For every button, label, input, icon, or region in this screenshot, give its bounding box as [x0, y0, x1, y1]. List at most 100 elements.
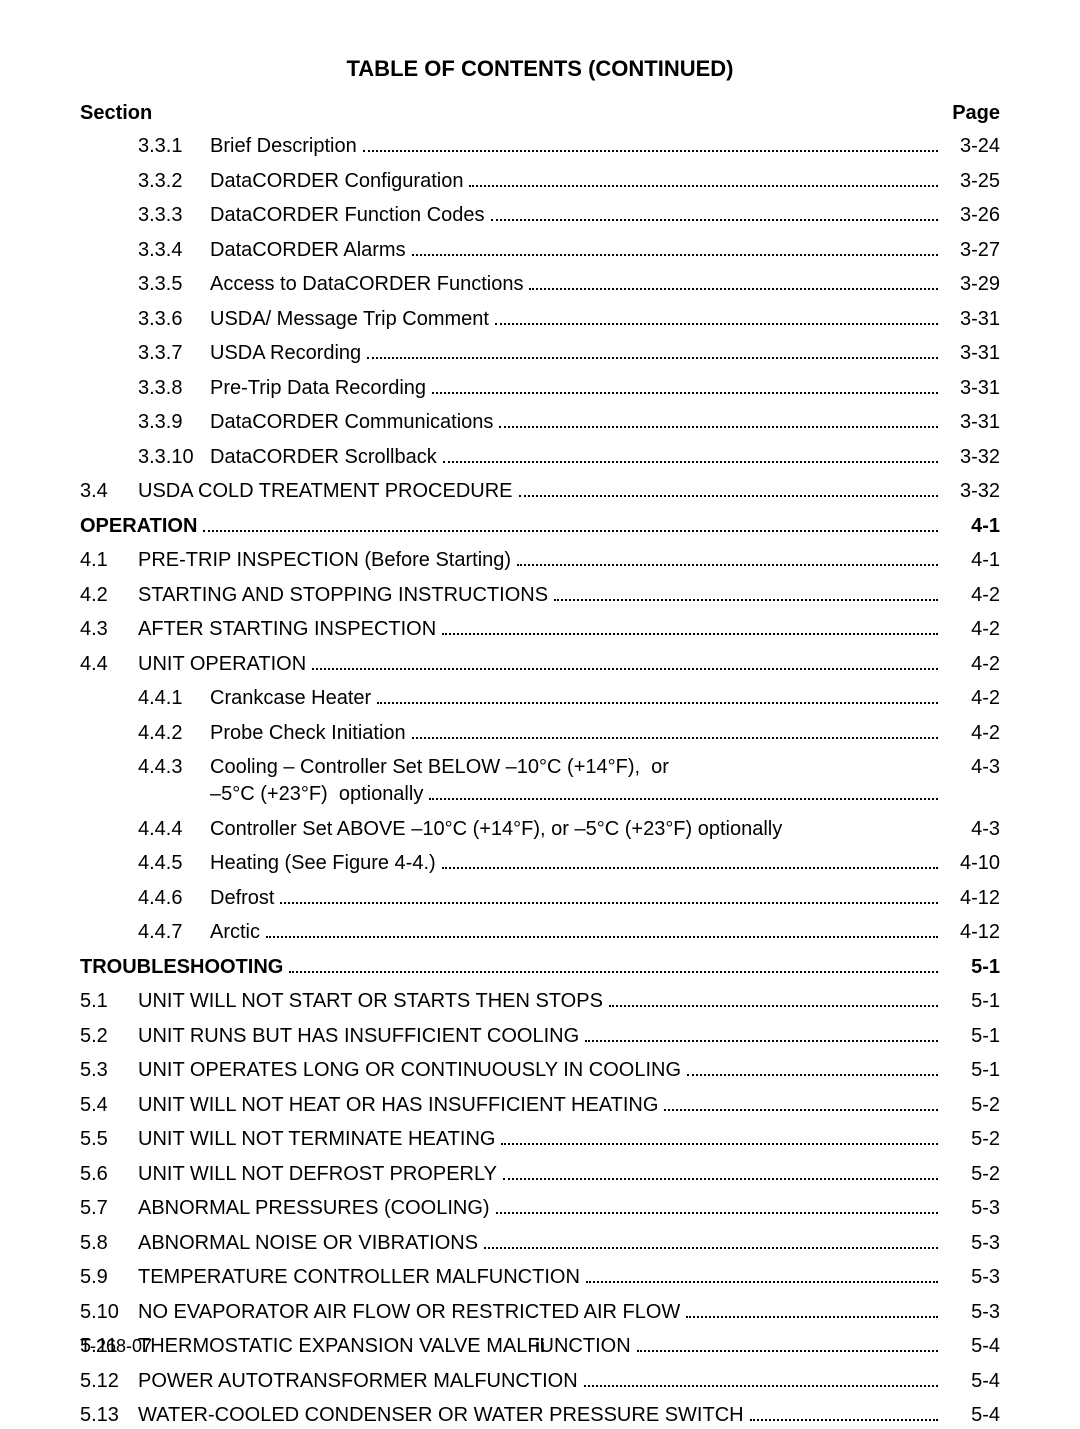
toc-section-number: 5.4 — [80, 1092, 138, 1119]
toc-page-number: 4-12 — [944, 885, 1000, 912]
leader-dots — [750, 1405, 938, 1421]
toc-title: Cooling – Controller Set BELOW –10°C (+1… — [210, 754, 944, 808]
toc-subsection-number: 3.3.5 — [138, 271, 210, 298]
leader-dots — [203, 516, 938, 532]
page: TABLE OF CONTENTS (CONTINUED) Section Pa… — [0, 0, 1080, 1397]
toc-title: UNIT WILL NOT HEAT OR HAS INSUFFICIENT H… — [138, 1092, 658, 1119]
leader-dots — [499, 412, 938, 428]
leader-dots — [429, 784, 938, 800]
toc-row: 4.4.6Defrost4-12 — [80, 885, 1000, 912]
toc-title: Probe Check Initiation — [210, 720, 406, 747]
toc-subsection-number: 3.3.2 — [138, 168, 210, 195]
toc-section-number: 4.2 — [80, 582, 138, 609]
toc-page-number: 5-3 — [944, 1195, 1000, 1222]
toc-title: UNIT OPERATES LONG OR CONTINUOUSLY IN CO… — [138, 1057, 681, 1084]
toc-subsection-number: 3.3.6 — [138, 306, 210, 333]
toc-page-number: 5-2 — [944, 1161, 1000, 1188]
leader-dots — [412, 723, 938, 739]
toc-title: Access to DataCORDER Functions — [210, 271, 523, 298]
toc-row: 5.1UNIT WILL NOT START OR STARTS THEN ST… — [80, 988, 1000, 1015]
toc-title: ABNORMAL NOISE OR VIBRATIONS — [138, 1230, 478, 1257]
toc-page-number: 3-26 — [944, 202, 1000, 229]
toc-row: 5.4UNIT WILL NOT HEAT OR HAS INSUFFICIEN… — [80, 1092, 1000, 1119]
toc-row: 4.3AFTER STARTING INSPECTION 4-2 — [80, 616, 1000, 643]
leader-dots — [484, 1233, 938, 1249]
toc-page-number: 5-1 — [944, 954, 1000, 981]
toc-section-number: 5.12 — [80, 1368, 138, 1395]
toc-title: DataCORDER Configuration — [210, 168, 463, 195]
toc-title: UNIT WILL NOT START OR STARTS THEN STOPS — [138, 988, 603, 1015]
toc-row: 4.4.5Heating (See Figure 4-4.)4-10 — [80, 850, 1000, 877]
toc-row: 5.5UNIT WILL NOT TERMINATE HEATING5-2 — [80, 1126, 1000, 1153]
leader-dots — [585, 1026, 938, 1042]
leader-dots — [686, 1302, 938, 1318]
toc-row: 4.4.1Crankcase Heater4-2 — [80, 685, 1000, 712]
toc-title: ABNORMAL PRESSURES (COOLING) — [138, 1195, 490, 1222]
toc-row: 5.2UNIT RUNS BUT HAS INSUFFICIENT COOLIN… — [80, 1023, 1000, 1050]
toc-title-line2: –5°C (+23°F) optionally — [210, 781, 423, 808]
toc-page-number: 4-2 — [944, 582, 1000, 609]
toc-page-number: 3-25 — [944, 168, 1000, 195]
toc-subsection-number: 4.4.4 — [138, 816, 210, 843]
toc-row: 3.3.10DataCORDER Scrollback 3-32 — [80, 444, 1000, 471]
toc-page-number: 3-32 — [944, 444, 1000, 471]
toc-page-number: 3-31 — [944, 375, 1000, 402]
footer: T-268-07 ii — [80, 1336, 1000, 1357]
toc-subsection-number: 3.3.8 — [138, 375, 210, 402]
toc-section-number: 5.9 — [80, 1264, 138, 1291]
toc-title: DataCORDER Scrollback — [210, 444, 437, 471]
toc-title: UNIT RUNS BUT HAS INSUFFICIENT COOLING — [138, 1023, 579, 1050]
toc-row: 3.3.8Pre-Trip Data Recording3-31 — [80, 375, 1000, 402]
leader-dots — [496, 1198, 938, 1214]
leader-dots — [687, 1060, 938, 1076]
toc-section-number: 5.8 — [80, 1230, 138, 1257]
toc-row: 4.4.7Arctic4-12 — [80, 919, 1000, 946]
toc-row: 4.4UNIT OPERATION4-2 — [80, 651, 1000, 678]
toc-title: AFTER STARTING INSPECTION — [138, 616, 436, 643]
leader-dots — [529, 274, 938, 290]
leader-dots — [519, 481, 938, 497]
toc-title: WATER-COOLED CONDENSER OR WATER PRESSURE… — [138, 1402, 744, 1429]
toc-page-number: 3-24 — [944, 133, 1000, 160]
leader-dots — [367, 343, 938, 359]
toc-row: 5.12POWER AUTOTRANSFORMER MALFUNCTION5-4 — [80, 1368, 1000, 1395]
leader-dots — [280, 888, 938, 904]
toc-title: POWER AUTOTRANSFORMER MALFUNCTION — [138, 1368, 578, 1395]
toc-page-number: 5-3 — [944, 1230, 1000, 1257]
toc-subsection-number: 3.3.3 — [138, 202, 210, 229]
toc-title: NO EVAPORATOR AIR FLOW OR RESTRICTED AIR… — [138, 1299, 680, 1326]
toc-title: Brief Description — [210, 133, 357, 160]
toc-section-number: 5.6 — [80, 1161, 138, 1188]
toc-section-number: 5.3 — [80, 1057, 138, 1084]
toc-page-number: 5-1 — [944, 988, 1000, 1015]
toc-row: 5.13WATER-COOLED CONDENSER OR WATER PRES… — [80, 1402, 1000, 1429]
toc-row: 3.3.9DataCORDER Communications3-31 — [80, 409, 1000, 436]
leader-dots — [664, 1095, 938, 1111]
toc-page-number: 5-4 — [944, 1402, 1000, 1429]
toc-row: TROUBLESHOOTING5-1 — [80, 954, 1000, 981]
toc-subsection-number: 3.3.10 — [138, 444, 210, 471]
toc-subsection-number: 3.3.4 — [138, 237, 210, 264]
toc-section-number: 5.7 — [80, 1195, 138, 1222]
toc-row: 4.4.2Probe Check Initiation4-2 — [80, 720, 1000, 747]
leader-dots — [517, 550, 938, 566]
toc-page-number: 3-31 — [944, 340, 1000, 367]
toc-page-number: 3-27 — [944, 237, 1000, 264]
toc-section-number: 5.5 — [80, 1126, 138, 1153]
toc-page-number: 4-12 — [944, 919, 1000, 946]
toc-row: 5.9TEMPERATURE CONTROLLER MALFUNCTION5-3 — [80, 1264, 1000, 1291]
toc-page-number: 4-10 — [944, 850, 1000, 877]
toc-page-number: 4-2 — [944, 616, 1000, 643]
toc-page-number: 3-32 — [944, 478, 1000, 505]
toc-page-number: 4-1 — [944, 513, 1000, 540]
toc-row: 3.4USDA COLD TREATMENT PROCEDURE3-32 — [80, 478, 1000, 505]
toc-page-number: 4-2 — [944, 651, 1000, 678]
header-page-label: Page — [952, 102, 1000, 125]
toc-section-number: 4.4 — [80, 651, 138, 678]
toc-page-number: 5-2 — [944, 1092, 1000, 1119]
toc-title: Controller Set ABOVE –10°C (+14°F), or –… — [210, 816, 782, 843]
toc-title: Defrost — [210, 885, 274, 912]
toc-title: USDA/ Message Trip Comment — [210, 306, 489, 333]
leader-dots — [491, 205, 938, 221]
toc-section-number: 4.3 — [80, 616, 138, 643]
